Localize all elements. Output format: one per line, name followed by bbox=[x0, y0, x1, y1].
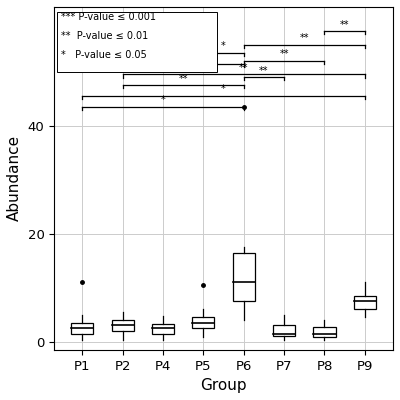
X-axis label: Group: Group bbox=[200, 378, 247, 393]
Text: **: ** bbox=[300, 33, 309, 43]
Y-axis label: Abundance: Abundance bbox=[7, 135, 22, 222]
Text: **: ** bbox=[279, 49, 289, 59]
Bar bbox=[313, 326, 336, 337]
Bar bbox=[233, 252, 255, 301]
Bar bbox=[71, 323, 94, 334]
Text: **  P-value ≤ 0.01: ** P-value ≤ 0.01 bbox=[61, 31, 148, 41]
Bar bbox=[152, 324, 174, 334]
Text: *   P-value ≤ 0.05: * P-value ≤ 0.05 bbox=[61, 50, 147, 60]
Text: *: * bbox=[161, 95, 166, 105]
Text: *   P-value ≤ 0.05: * P-value ≤ 0.05 bbox=[61, 50, 147, 60]
Text: *: * bbox=[221, 84, 226, 94]
Text: *** P-value ≤ 0.001: *** P-value ≤ 0.001 bbox=[61, 12, 156, 22]
Text: *: * bbox=[221, 41, 226, 51]
Bar bbox=[354, 296, 376, 309]
Bar bbox=[192, 317, 214, 328]
Text: **: ** bbox=[199, 52, 208, 62]
Bar bbox=[112, 320, 134, 331]
Text: **: ** bbox=[259, 66, 269, 76]
Text: **: ** bbox=[239, 63, 248, 73]
Text: *** P-value ≤ 0.001: *** P-value ≤ 0.001 bbox=[61, 12, 156, 22]
Bar bbox=[273, 326, 295, 336]
Text: **: ** bbox=[178, 74, 188, 84]
FancyBboxPatch shape bbox=[58, 12, 217, 72]
Text: **: ** bbox=[340, 20, 349, 30]
Text: **  P-value ≤ 0.01: ** P-value ≤ 0.01 bbox=[61, 31, 148, 41]
